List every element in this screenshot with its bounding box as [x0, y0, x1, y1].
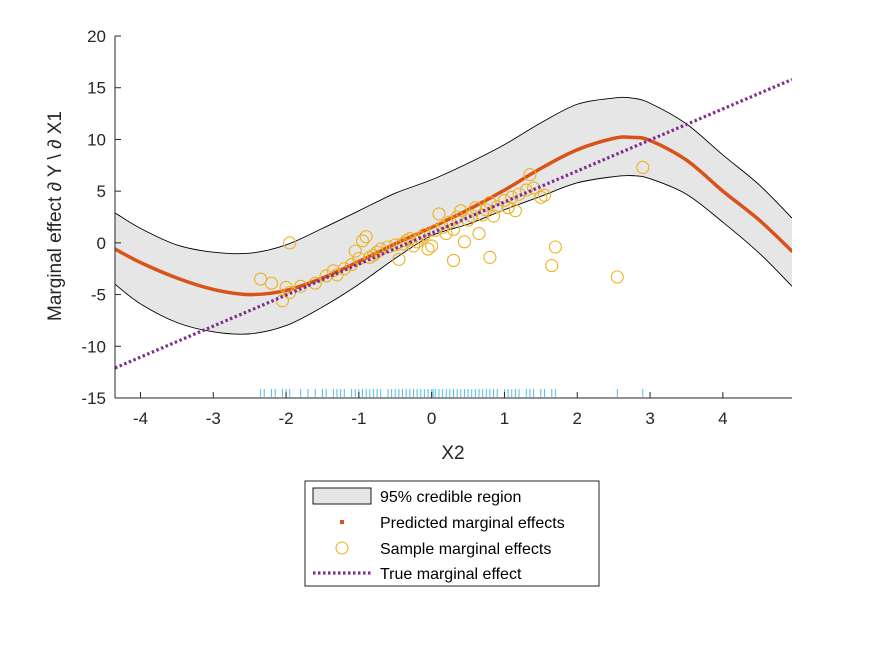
legend-label: 95% credible region	[380, 489, 521, 506]
sample-point	[326, 264, 340, 278]
sample-point	[545, 259, 559, 273]
sample-point	[610, 270, 624, 284]
sample-point	[264, 276, 279, 290]
legend-swatch-band	[312, 487, 372, 505]
sample-point	[465, 209, 479, 223]
sample-point	[399, 234, 413, 248]
x-tick-label: 2	[573, 409, 582, 428]
legend-swatch-sample	[335, 541, 349, 555]
y-tick-label: 15	[87, 79, 106, 98]
sample-point	[457, 235, 471, 249]
sample-point	[308, 276, 322, 290]
legend: 95% credible region Predicted marginal ef…	[304, 480, 600, 587]
sample-point	[359, 230, 373, 244]
credible-region-upper-edge	[115, 96, 792, 255]
y-tick-label: 0	[97, 234, 106, 253]
x-tick-label: 3	[645, 409, 654, 428]
sample-point	[355, 234, 370, 248]
sample-point	[395, 237, 410, 251]
x-tick-label: 1	[500, 409, 509, 428]
x-axis-label: X2	[441, 443, 464, 464]
sample-point	[421, 242, 435, 256]
plot-content	[115, 77, 792, 397]
sample-point	[392, 252, 406, 266]
sample-point	[636, 160, 650, 174]
predicted-marginal-effects-line	[115, 135, 792, 297]
y-tick-label: 5	[97, 182, 106, 201]
sample-point	[294, 279, 308, 293]
sample-point	[348, 244, 362, 258]
x-tick-label: 4	[718, 409, 727, 428]
legend-label: Predicted marginal effects	[380, 515, 565, 532]
y-tick-label: 10	[87, 130, 106, 149]
sample-point	[446, 253, 461, 267]
sample-point	[406, 239, 421, 253]
y-tick-label: -15	[81, 389, 106, 408]
legend-label: Sample marginal effects	[380, 541, 551, 558]
sample-point	[414, 231, 428, 245]
x-tick-label: -3	[206, 409, 221, 428]
sample-point	[523, 168, 537, 182]
sample-point	[508, 204, 522, 218]
y-tick-label: -10	[81, 337, 106, 356]
sample-point	[275, 294, 289, 308]
sample-point	[548, 240, 562, 254]
sample-point	[352, 251, 366, 265]
sample-point	[472, 226, 486, 241]
x-tick-label: -2	[279, 409, 294, 428]
sample-point	[497, 193, 512, 208]
x-tick-label: -1	[351, 409, 366, 428]
y-tick-label: 20	[87, 27, 106, 46]
sample-point	[425, 239, 439, 253]
sample-point	[283, 236, 297, 250]
sample-point	[432, 207, 446, 221]
sample-point	[537, 188, 552, 202]
sample-point	[454, 204, 468, 218]
sample-point	[519, 183, 533, 197]
legend-label: True marginal effect	[380, 566, 522, 583]
plot-area	[115, 77, 792, 397]
sample-point	[374, 242, 388, 256]
sample-point	[483, 250, 497, 264]
credible-region-lower-edge	[115, 175, 792, 335]
y-axis-label: Marginal effect ∂ Y \ ∂ X1	[45, 111, 66, 321]
sample-point	[446, 222, 461, 236]
x-tick-label: 0	[427, 409, 436, 428]
x-tick-label: -4	[133, 409, 148, 428]
legend-swatch-predicted	[340, 520, 344, 524]
sample-point	[363, 250, 377, 264]
sample-point	[486, 209, 501, 223]
sample-point	[534, 190, 548, 204]
y-tick-label: -5	[91, 286, 106, 305]
